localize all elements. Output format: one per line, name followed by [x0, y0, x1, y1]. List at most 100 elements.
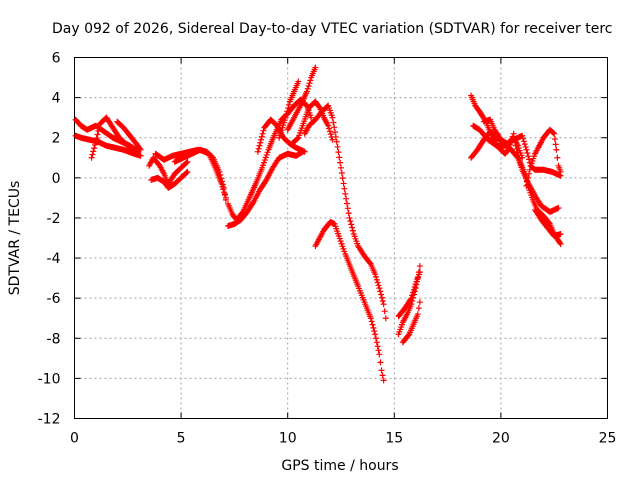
data-point	[416, 299, 423, 306]
data-point	[524, 178, 531, 185]
data-point	[555, 204, 562, 211]
data-point	[329, 114, 336, 121]
data-point	[344, 205, 351, 212]
data-point	[133, 148, 140, 155]
data-point	[222, 192, 229, 199]
data-point	[526, 170, 533, 177]
data-point	[551, 130, 558, 137]
data-point	[222, 194, 229, 201]
data-point	[343, 195, 350, 202]
x-tick-label: 5	[177, 431, 186, 447]
data-point	[521, 141, 528, 148]
data-point	[416, 263, 423, 270]
data-point	[307, 77, 314, 84]
data-series	[480, 116, 526, 161]
data-point	[347, 218, 354, 225]
data-point	[338, 164, 344, 171]
data-point	[374, 279, 381, 286]
x-tick-label: 10	[279, 431, 297, 447]
data-point	[258, 136, 265, 143]
data-point	[88, 154, 95, 161]
data-point	[95, 127, 102, 134]
data-point	[373, 276, 380, 283]
x-tick-label: 25	[599, 431, 617, 447]
data-point	[526, 166, 533, 173]
data-point	[93, 135, 100, 142]
data-series	[276, 78, 302, 141]
data-point	[522, 143, 529, 150]
data-point	[308, 114, 315, 121]
data-point	[337, 159, 344, 166]
data-point	[303, 88, 310, 95]
data-point	[372, 271, 379, 278]
data-point	[377, 288, 384, 295]
data-point	[377, 359, 384, 366]
y-tick-label: 2	[52, 131, 61, 147]
data-point	[325, 122, 332, 129]
data-point	[257, 139, 264, 146]
data-point	[373, 339, 380, 346]
data-point	[285, 101, 292, 108]
data-point	[256, 142, 263, 149]
data-point	[284, 108, 291, 115]
data-series	[399, 299, 423, 346]
y-tick-label: -8	[47, 331, 61, 347]
data-point	[218, 180, 225, 187]
data-point	[333, 138, 340, 145]
data-point	[221, 189, 228, 196]
data-series	[312, 218, 387, 384]
data-point	[342, 190, 349, 197]
data-point	[375, 347, 382, 354]
data-point	[379, 297, 386, 304]
data-series	[284, 64, 319, 133]
data-point	[345, 210, 352, 217]
data-point	[546, 219, 553, 226]
data-series	[523, 126, 564, 189]
data-point	[526, 156, 533, 163]
data-point	[304, 85, 311, 92]
data-point	[380, 377, 387, 384]
data-point	[91, 145, 98, 152]
data-point	[368, 318, 375, 325]
data-point	[372, 335, 379, 342]
data-point	[90, 148, 97, 155]
data-point	[381, 308, 388, 315]
data-point	[520, 135, 527, 142]
data-point	[524, 149, 531, 156]
x-tick-label: 20	[492, 431, 510, 447]
data-point	[370, 324, 377, 331]
data-point	[520, 138, 527, 145]
data-point	[94, 131, 101, 138]
data-point	[136, 145, 143, 152]
data-point	[367, 315, 374, 322]
y-tick-label: 0	[52, 171, 61, 187]
data-point	[331, 124, 338, 131]
data-point	[332, 133, 339, 140]
data-point	[303, 101, 310, 108]
data-point	[552, 141, 559, 148]
data-point	[89, 151, 96, 158]
tick-layer: 0 5 10 15 20 25 -12 -10 -8 -6 -4 -2 0 2 4 6	[38, 51, 617, 447]
data-point	[523, 182, 530, 189]
data-point	[553, 146, 560, 153]
data-point	[334, 143, 341, 150]
data-point	[285, 105, 292, 112]
data-point	[376, 285, 383, 292]
data-point	[282, 114, 289, 121]
data-point	[137, 146, 144, 153]
data-series	[88, 114, 140, 161]
data-point	[341, 185, 348, 192]
data-point	[305, 82, 312, 89]
data-point	[283, 111, 290, 118]
data-point	[519, 132, 526, 139]
data-series	[148, 168, 191, 191]
data-point	[557, 230, 564, 237]
data-point	[326, 125, 333, 132]
data-point	[410, 286, 417, 293]
data-point	[382, 315, 389, 322]
points-layer	[72, 64, 564, 384]
data-point	[258, 133, 265, 140]
data-point	[96, 124, 103, 131]
data-point	[519, 154, 526, 161]
data-series	[225, 96, 315, 223]
